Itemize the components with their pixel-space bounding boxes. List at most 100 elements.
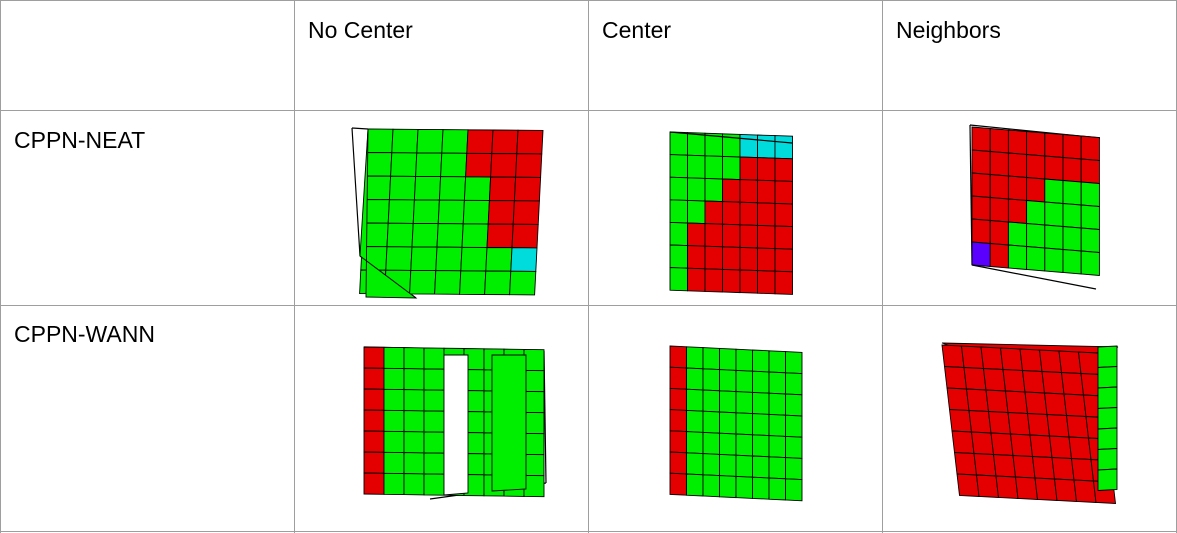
neat-center-front-voxel	[739, 201, 758, 226]
wann-center-front-voxel	[669, 430, 687, 454]
neat-nocenter-front-voxel	[465, 152, 493, 178]
wann-center-front-voxel	[702, 453, 720, 477]
neat-center-front-voxel	[722, 201, 741, 226]
wann-nocenter-front-voxel	[363, 472, 385, 495]
wann-neighbors-front-voxel	[982, 368, 1007, 392]
neat-nocenter-front-voxel	[485, 247, 513, 272]
wann-center-front-voxel	[735, 391, 753, 415]
wann-neighbors-front-voxel	[992, 454, 1017, 478]
neat-nocenter-front-voxel	[488, 176, 517, 202]
wann-neighbors-front-voxel	[1031, 456, 1056, 480]
neat-neighbors-front-voxel	[989, 243, 1009, 269]
wann-neighbors-front-voxel	[985, 389, 1009, 413]
neat-center-front-voxel	[757, 270, 776, 295]
wann-neighbors-front-voxel	[1060, 372, 1085, 396]
wann-nocenter-front-voxel	[363, 430, 385, 453]
wann-nocenter-front-voxel	[523, 369, 545, 393]
wann-neighbors-front-voxel	[1026, 413, 1051, 437]
neat-nocenter-front-voxel	[415, 152, 443, 178]
neat-center-front-voxel	[722, 246, 741, 271]
wann-neighbors-side-voxel	[1097, 345, 1118, 368]
wann-center-front-voxel	[669, 366, 687, 390]
neat-neighbors-front-voxel	[1062, 134, 1082, 160]
voxel-render-wann-neighbors	[938, 339, 1122, 504]
wann-center-front-voxel	[752, 413, 770, 437]
neat-center-front-voxel	[722, 155, 741, 181]
neat-neighbors-front-voxel	[971, 172, 991, 198]
neat-center-front-voxel	[687, 154, 706, 179]
table-divider-col-3	[882, 0, 883, 533]
table-border-left	[0, 0, 1, 533]
neat-neighbors-front-voxel	[971, 149, 991, 175]
table-divider-col-1	[294, 0, 295, 533]
wann-center-front-voxel	[686, 346, 704, 370]
neat-center-front-voxel	[669, 154, 688, 179]
neat-center-front-voxel	[757, 179, 776, 204]
neat-center-front-voxel	[757, 134, 776, 159]
wann-neighbors-side-voxel	[1097, 386, 1118, 409]
neat-neighbors-front-voxel	[1044, 132, 1064, 158]
wann-nocenter-front-voxel	[423, 368, 445, 391]
wann-neighbors-front-voxel	[1043, 392, 1068, 416]
wann-nocenter-front-voxel	[403, 473, 425, 496]
neat-neighbors-front-voxel	[989, 197, 1009, 223]
wann-nocenter-front-voxel	[403, 347, 425, 370]
neat-neighbors-front-voxel	[1026, 154, 1046, 180]
wann-nocenter-front-voxel	[363, 451, 385, 474]
neat-neighbors-front-voxel	[1007, 152, 1028, 178]
wann-nocenter-front-voxel	[523, 348, 545, 372]
voxel-render-neat-no-center	[350, 126, 546, 302]
neat-nocenter-front-voxel	[462, 199, 490, 225]
wann-center-front-voxel	[785, 393, 803, 417]
neat-nocenter-front-voxel	[463, 176, 492, 201]
wann-center-front-voxel	[735, 454, 753, 478]
neat-neighbors-front-voxel	[1007, 198, 1028, 224]
neat-nocenter-front-voxel	[435, 246, 463, 272]
neat-center-front-voxel	[704, 200, 723, 225]
wann-center-front-voxel	[719, 475, 737, 499]
wann-center-front-voxel	[768, 413, 786, 437]
neat-neighbors-front-voxel	[1044, 178, 1064, 204]
neat-neighbors-front-voxel	[971, 218, 991, 244]
neat-neighbors-front-voxel	[1062, 203, 1082, 229]
neat-nocenter-front-voxel	[413, 175, 442, 201]
wann-center-front-voxel	[785, 372, 803, 396]
neat-neighbors-front-voxel	[1080, 250, 1100, 276]
neat-center-front-voxel	[739, 156, 758, 181]
wann-center-front-voxel	[719, 390, 737, 414]
wann-nocenter-front-voxel	[383, 430, 405, 454]
neat-center-front-voxel	[774, 248, 793, 273]
wann-nocenter-front-voxel	[383, 367, 405, 391]
voxel-render-neat-center	[668, 128, 796, 295]
neat-nocenter-front-voxel	[490, 153, 518, 178]
neat-center-front-voxel	[757, 202, 776, 227]
wann-neighbors-front-voxel	[1007, 412, 1031, 436]
neat-center-front-voxel	[722, 223, 741, 248]
neat-center-front-voxel	[774, 135, 793, 160]
neat-nocenter-front-voxel	[441, 129, 469, 154]
wann-neighbors-front-voxel	[963, 367, 987, 391]
neat-center-front-voxel	[739, 224, 758, 249]
neat-nocenter-front-voxel	[436, 223, 464, 248]
neat-center-front-voxel	[722, 268, 741, 294]
wann-neighbors-side-voxel	[1097, 366, 1118, 389]
neat-nocenter-front-voxel	[386, 222, 414, 248]
neat-center-front-voxel	[757, 247, 776, 272]
neat-center-front-voxel	[704, 245, 723, 270]
neat-nocenter-front-voxel	[434, 270, 462, 295]
wann-center-front-voxel	[686, 431, 704, 455]
wann-neighbors-front-voxel	[953, 452, 978, 476]
neat-nocenter-front-voxel	[512, 200, 540, 225]
neat-center-front-voxel	[687, 245, 706, 270]
wireframe-edge	[669, 131, 793, 144]
wann-nocenter-front-voxel	[403, 389, 425, 412]
neat-nocenter-front-voxel	[486, 223, 514, 249]
neat-nocenter-front-voxel	[491, 129, 519, 155]
wann-center-front-voxel	[702, 347, 720, 371]
wann-center-front-voxel	[669, 345, 687, 369]
wann-center-front-voxel	[752, 476, 770, 500]
wann-neighbors-front-voxel	[943, 366, 968, 390]
neat-nocenter-front-voxel	[460, 246, 488, 272]
wann-neighbors-front-voxel	[946, 387, 970, 411]
